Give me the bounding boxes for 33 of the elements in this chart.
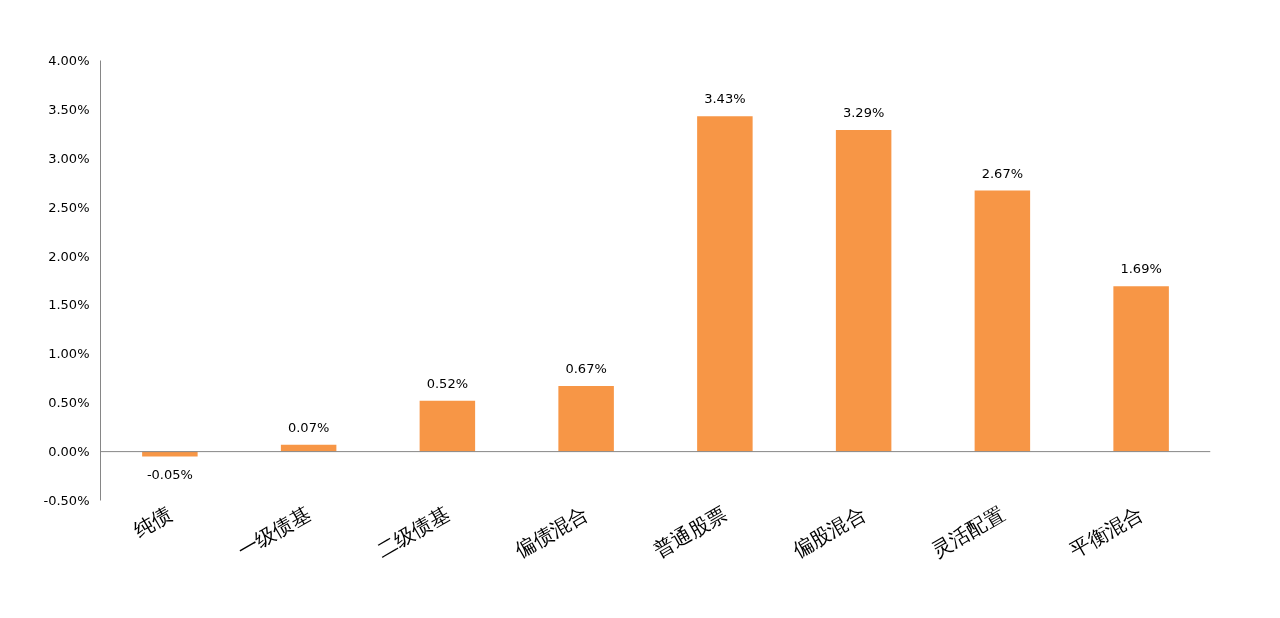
data-label: 3.29% xyxy=(842,104,885,120)
y-tick-label: 2.00% xyxy=(48,248,90,264)
y-tick-label: 2.50% xyxy=(48,199,90,215)
x-tick-label: 普通股票 xyxy=(649,501,731,562)
bar xyxy=(142,451,198,457)
data-label: 0.67% xyxy=(565,361,607,377)
data-label: 1.69% xyxy=(1120,261,1162,277)
data-label: 0.07% xyxy=(287,419,330,435)
bar xyxy=(1113,286,1169,452)
data-label: 0.52% xyxy=(426,375,469,391)
bar xyxy=(558,386,614,452)
x-tick-label: 一级债基 xyxy=(233,501,315,562)
x-tick-label: 偏债混合 xyxy=(510,501,593,562)
x-tick-label: 纯债 xyxy=(129,501,176,542)
x-tick-label: 偏股混合 xyxy=(788,501,870,562)
x-tick-label: 灵活配置 xyxy=(927,501,1009,562)
bar xyxy=(835,129,892,452)
y-tick-label: 0.00% xyxy=(48,444,90,460)
data-label: -0.05% xyxy=(146,466,193,482)
y-tick-label: 4.00% xyxy=(48,53,90,68)
x-tick-label: 平衡混合 xyxy=(1065,501,1148,562)
y-tick-label: -0.50% xyxy=(43,493,90,508)
data-label: 3.43% xyxy=(704,91,746,107)
bar xyxy=(419,400,476,452)
data-label: 2.67% xyxy=(981,165,1024,181)
bar xyxy=(697,116,753,452)
x-tick-label: 二级债基 xyxy=(372,501,454,562)
y-tick-label: 1.50% xyxy=(48,297,90,313)
bar xyxy=(974,190,1031,452)
y-tick-label: 3.00% xyxy=(48,150,90,166)
y-tick-label: 1.00% xyxy=(48,346,90,362)
y-tick-label: 0.50% xyxy=(48,395,90,411)
y-tick-label: 3.50% xyxy=(48,101,90,117)
